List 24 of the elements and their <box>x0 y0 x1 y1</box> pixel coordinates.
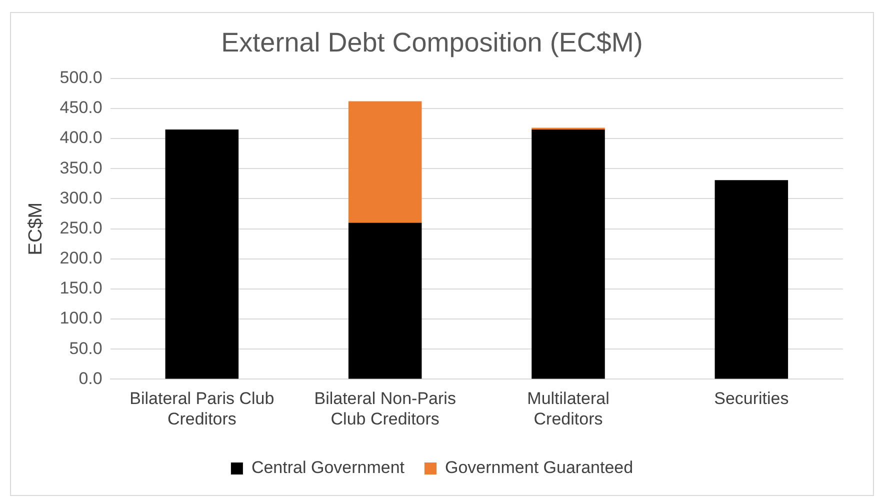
y-tick-label: 200.0 <box>60 248 102 268</box>
y-tick-label: 250.0 <box>60 218 102 238</box>
x-tick-label: Bilateral Paris Club Creditors <box>130 389 274 428</box>
chart-title: External Debt Composition (EC$M) <box>221 28 643 58</box>
y-tick-label: 50.0 <box>69 338 102 358</box>
legend-label: Central Government <box>251 458 405 478</box>
y-tick-label: 400.0 <box>60 128 102 148</box>
x-tick-label: Securities <box>714 389 789 408</box>
bar <box>165 130 239 379</box>
bar <box>532 130 605 379</box>
x-tick-label: Bilateral Non-Paris Club Creditors <box>314 389 456 428</box>
bar <box>714 180 788 379</box>
y-tick-label: 450.0 <box>60 98 102 118</box>
bar <box>348 101 422 223</box>
legend-label: Government Guaranteed <box>445 458 634 478</box>
y-axis-title: EC$M <box>26 202 47 256</box>
y-tick-label: 150.0 <box>60 278 102 298</box>
y-tick-label: 100.0 <box>60 308 102 328</box>
y-tick-label: 300.0 <box>60 188 102 208</box>
y-tick-label: 0.0 <box>78 368 102 388</box>
y-tick-label: 500.0 <box>60 68 102 88</box>
x-tick-label: Multilateral Creditors <box>527 389 610 428</box>
y-tick-label: 350.0 <box>60 158 102 178</box>
bar <box>348 222 422 379</box>
